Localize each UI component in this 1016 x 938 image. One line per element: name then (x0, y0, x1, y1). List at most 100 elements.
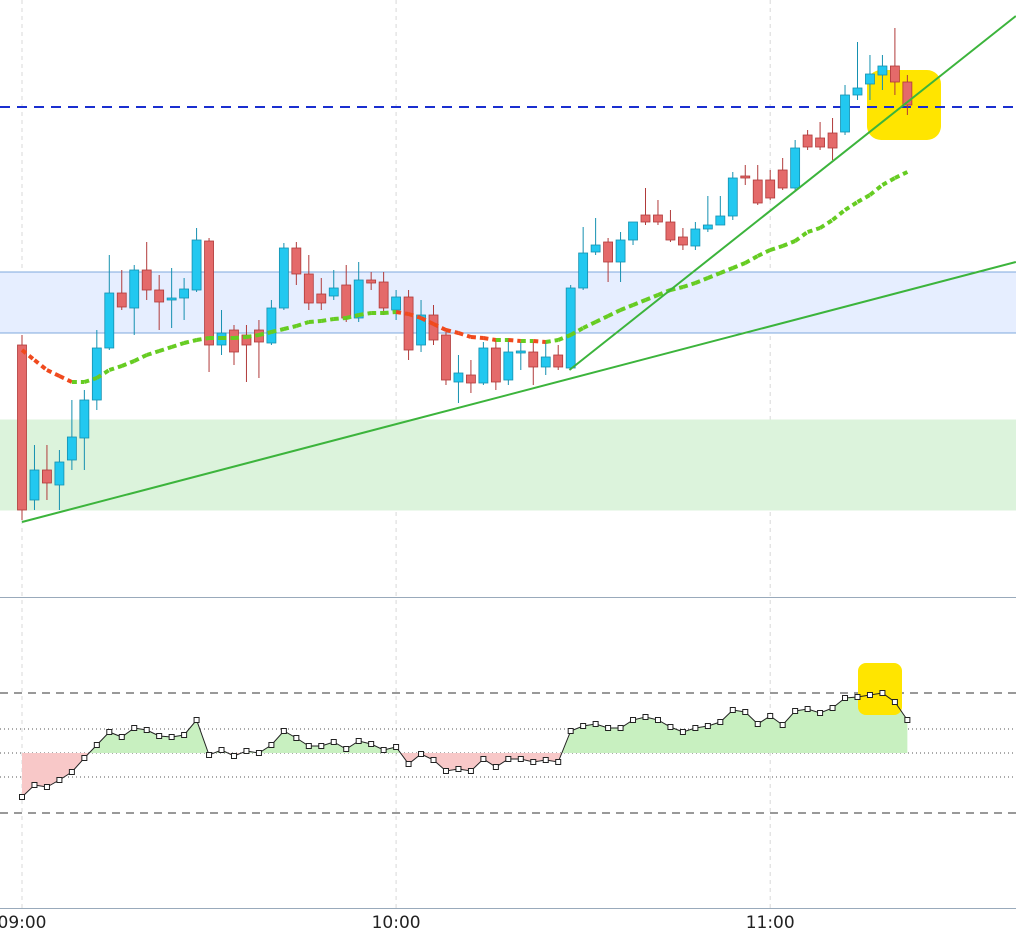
oscillator-point (767, 713, 774, 719)
moving-average-segment (258, 330, 272, 337)
moving-average-segment (732, 261, 747, 270)
moving-average-segment (432, 322, 447, 332)
candle-body (690, 228, 701, 247)
candle-body (353, 279, 364, 319)
oscillator-point (380, 747, 387, 753)
oscillator-point (68, 769, 75, 775)
candle-body (865, 73, 875, 85)
oscillator-point (679, 729, 686, 735)
candle-body (191, 239, 202, 291)
candle-body (453, 372, 464, 383)
oscillator-point (19, 794, 25, 800)
oscillator-point (605, 725, 612, 731)
oscillator-point (517, 756, 524, 762)
candle-body (116, 292, 127, 308)
moving-average-segment (868, 183, 884, 197)
candle-body (590, 244, 601, 253)
oscillator-point (168, 734, 175, 740)
moving-average-segment (533, 339, 546, 344)
moving-average-segment (819, 218, 834, 230)
moving-average-segment (545, 338, 559, 344)
highlight-box (858, 663, 902, 715)
moving-average-segment (557, 333, 572, 342)
oscillator-point (31, 782, 38, 788)
moving-average-segment (46, 368, 61, 378)
oscillator-point (355, 738, 362, 744)
oscillator-point (56, 777, 63, 783)
oscillator-point (368, 741, 375, 747)
candle-body (428, 314, 439, 341)
candle-body (877, 65, 888, 76)
candle-body (515, 350, 526, 354)
moving-average-segment (619, 303, 634, 312)
moving-average-segment (283, 324, 297, 331)
candle-body (466, 374, 476, 384)
moving-average-segment (756, 248, 772, 258)
candle-body (902, 81, 913, 106)
oscillator-point (617, 725, 624, 731)
x-tick-label: 09:00 (0, 913, 47, 933)
oscillator-point (93, 742, 100, 748)
x-tick-label: 10:00 (372, 913, 421, 933)
oscillator-point (804, 706, 811, 712)
oscillator-point (879, 690, 886, 696)
candle-body (278, 247, 289, 309)
oscillator-point (667, 724, 674, 730)
moving-average-segment (582, 320, 597, 330)
oscillator-point (754, 721, 761, 727)
moving-average-segment (707, 271, 722, 280)
moving-average-segment (58, 374, 73, 384)
candle-body (179, 288, 190, 299)
candle-body (416, 314, 426, 346)
oscillator-point (492, 764, 499, 770)
moving-average-segment (395, 310, 409, 316)
candle-body (740, 175, 751, 179)
moving-average-segment (483, 336, 497, 342)
oscillator-area-negative (22, 753, 908, 797)
candle-body (777, 169, 788, 189)
candle-body (802, 134, 813, 148)
moving-average-segment (594, 314, 609, 324)
oscillator-point (555, 759, 562, 765)
moving-average-segment (233, 335, 247, 340)
candle-body (665, 221, 676, 241)
candle-body (66, 436, 77, 461)
moving-average-segment (457, 331, 472, 339)
moving-average-segment (719, 266, 734, 275)
candle-body (765, 179, 776, 199)
moving-average-segment (133, 353, 148, 363)
oscillator-point (218, 747, 225, 753)
moving-average-segment (781, 239, 796, 248)
candle-body (890, 65, 900, 83)
oscillator-point (480, 756, 487, 762)
oscillator-point (692, 725, 699, 731)
trendline (568, 15, 1016, 371)
candle-body (840, 94, 850, 133)
oscillator-point (193, 717, 200, 723)
candle-body (17, 344, 27, 511)
moving-average-segment (694, 276, 709, 285)
candle-body (528, 351, 539, 368)
oscillator-point (866, 692, 873, 698)
moving-average-segment (894, 170, 909, 180)
oscillator-point (542, 757, 549, 763)
oscillator-point (143, 727, 150, 733)
candle-body (391, 296, 402, 311)
oscillator-point (742, 709, 749, 715)
moving-average-segment (183, 338, 198, 345)
zone-band (0, 420, 1016, 510)
moving-average-segment (146, 349, 160, 357)
moving-average-segment (769, 244, 784, 252)
candle-body (403, 296, 414, 351)
oscillator-point (891, 699, 898, 705)
background-layer (0, 0, 1016, 909)
candle-body (640, 214, 651, 223)
candle-body (204, 240, 214, 346)
candle-body (702, 224, 713, 230)
moving-average-segment (295, 320, 310, 328)
moving-average-segment (420, 316, 435, 326)
candle-body (154, 289, 165, 303)
oscillator-point (106, 729, 113, 735)
candle-body (628, 221, 638, 241)
moving-average-segment (121, 359, 135, 368)
